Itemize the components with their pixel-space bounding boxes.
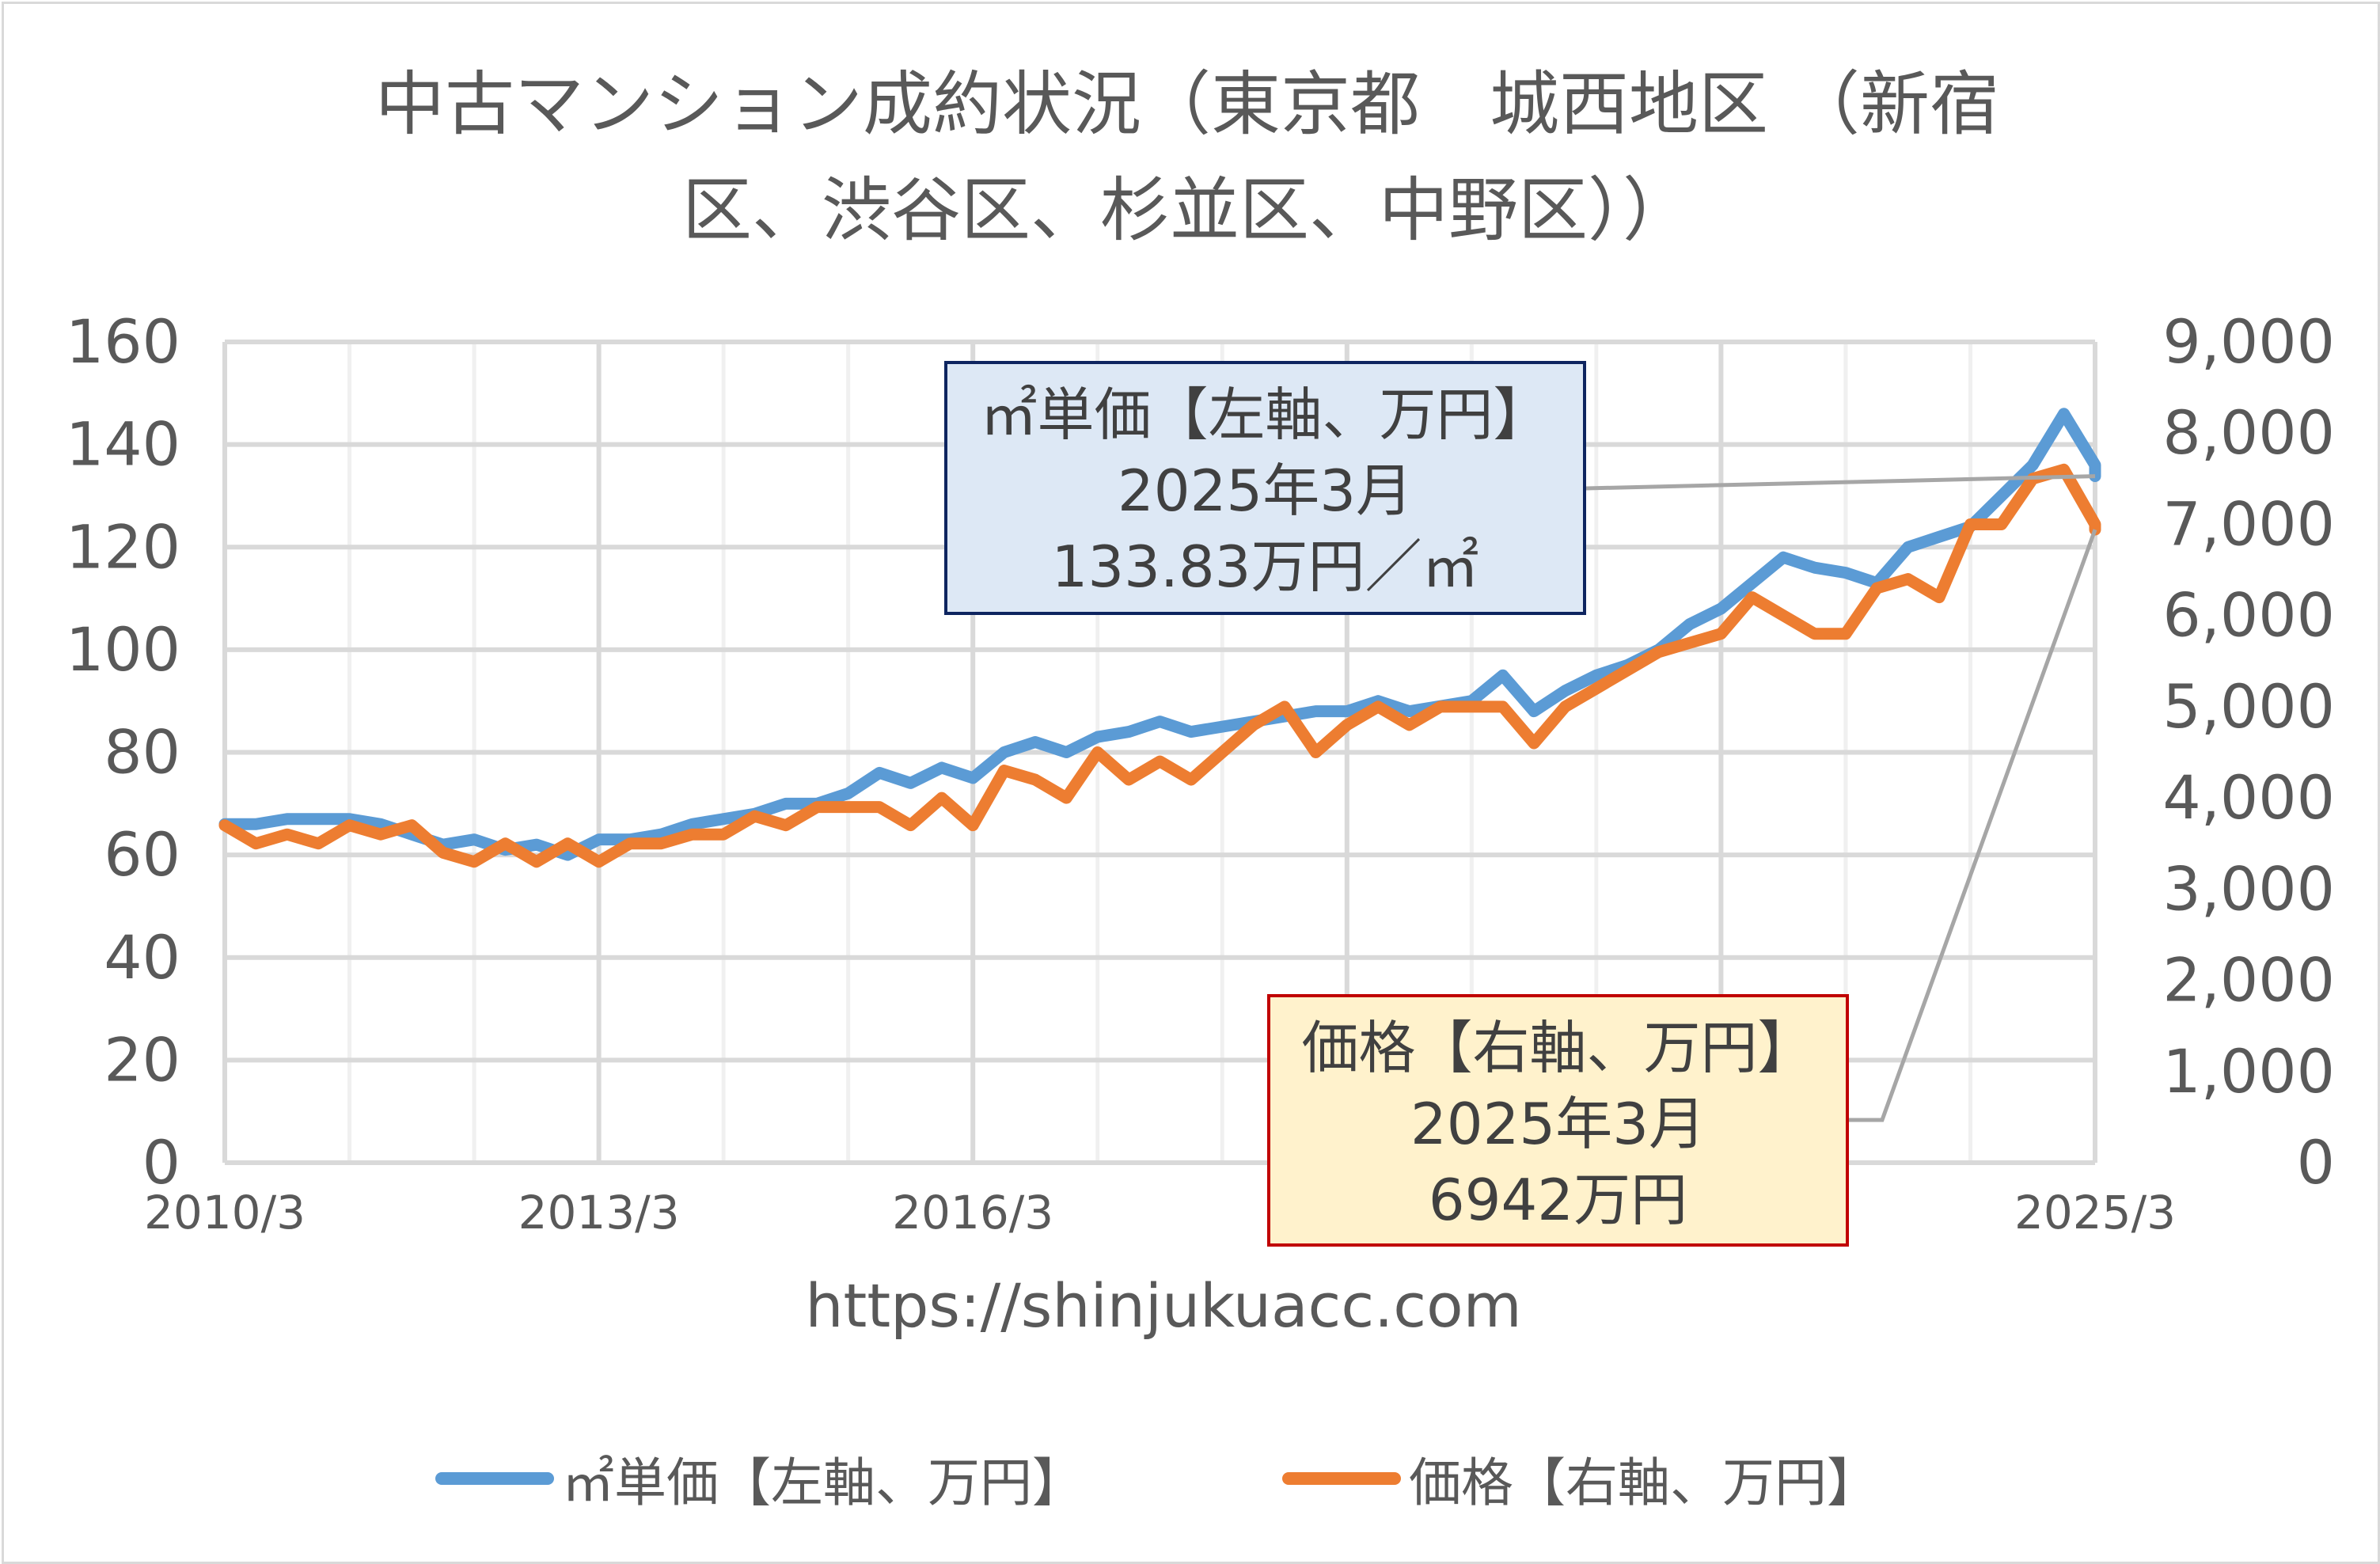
y-right-tick-label: 3,000 [2162, 853, 2335, 924]
chart-title-line-1: 中古マンション成約状況（東京都 城西地区 （新宿 [375, 63, 1999, 145]
legend-item-price: 価格【右軸、万円】 [1282, 1441, 1879, 1517]
y-right-tick-label: 9,000 [2162, 306, 2335, 377]
x-tick-label: 2016/3 [892, 1186, 1053, 1239]
source-url: https://shinjukuacc.com [805, 1270, 1522, 1341]
callout-label: ㎡単価【左軸、万円】 [980, 382, 1551, 448]
y-right-tick-label: 0 [2297, 1127, 2335, 1198]
y-right-tick-label: 2,000 [2162, 945, 2335, 1015]
legend-label: ㎡単価【左軸、万円】 [562, 1452, 1084, 1513]
x-tick-label: 2025/3 [2014, 1186, 2176, 1239]
x-tick-label: 2013/3 [518, 1186, 680, 1239]
unit-price-callout: ㎡単価【左軸、万円】 2025年3月 133.83万円／㎡ [944, 361, 1586, 615]
callout-label: 価格【右軸、万円】 [1301, 1015, 1815, 1081]
y-left-tick-label: 160 [66, 306, 180, 377]
y-right-tick-label: 1,000 [2162, 1036, 2335, 1107]
y-right-tick-label: 6,000 [2162, 580, 2335, 651]
callout-date: 2025年3月 [1410, 1091, 1706, 1157]
legend-swatch-blue [435, 1472, 554, 1485]
y-left-tick-label: 20 [104, 1024, 180, 1095]
y-left-tick-label: 120 [66, 511, 180, 582]
y-left-tick-label: 140 [66, 409, 180, 480]
chart-title-line-2: 区、渋谷区、杉並区、中野区）） [681, 169, 1692, 251]
callout-value: 6942万円 [1428, 1167, 1688, 1233]
legend-item-unit-price: ㎡単価【左軸、万円】 [435, 1441, 1084, 1517]
series-line-unit-price [218, 408, 2101, 861]
price-callout: 価格【右軸、万円】 2025年3月 6942万円 [1267, 994, 1849, 1247]
y-right-tick-label: 8,000 [2162, 397, 2335, 468]
callout-date: 2025年3月 [1117, 457, 1414, 524]
y-right-tick-label: 5,000 [2162, 671, 2335, 742]
leader-line-price [1849, 529, 2097, 1122]
series-line-price [218, 463, 2101, 868]
y-left-tick-label: 40 [104, 922, 180, 993]
y-left-tick-label: 80 [104, 717, 180, 788]
legend-label: 価格【右軸、万円】 [1409, 1452, 1879, 1513]
legend-swatch-orange [1282, 1472, 1401, 1485]
y-left-tick-label: 100 [66, 614, 180, 685]
x-tick-label: 2010/3 [144, 1186, 306, 1239]
callout-value: 133.83万円／㎡ [1051, 533, 1479, 600]
y-left-tick-label: 60 [104, 819, 180, 890]
y-left-tick-label: 0 [142, 1127, 180, 1198]
y-right-tick-label: 4,000 [2162, 762, 2335, 833]
leader-line-unit-price [1585, 474, 2096, 491]
y-right-tick-label: 7,000 [2162, 488, 2335, 559]
